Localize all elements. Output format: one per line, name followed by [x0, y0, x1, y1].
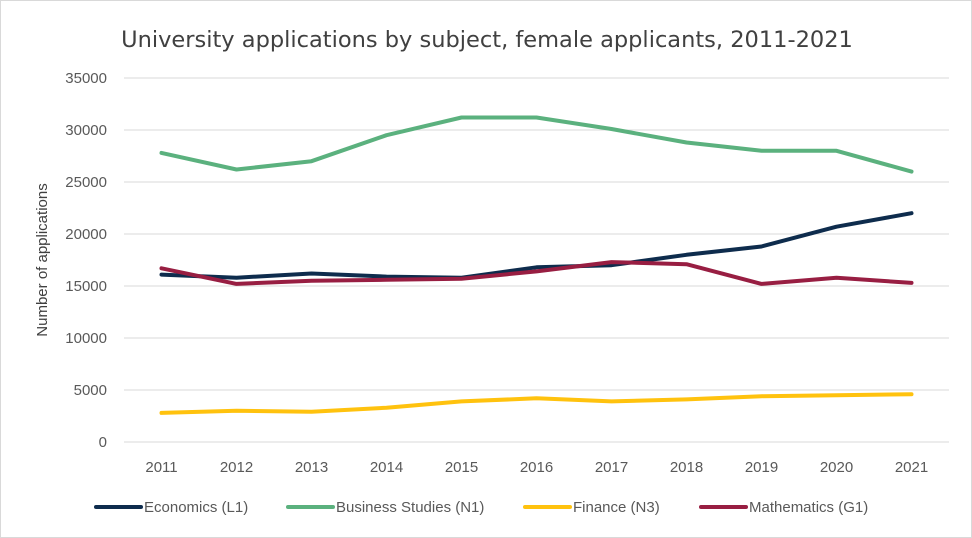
x-tick-label: 2011	[145, 459, 177, 476]
x-axis-ticks: 2011 2012 2013 2014 2015 2016 2017 2018 2019 2020…	[145, 459, 928, 476]
x-tick-label: 2020	[820, 459, 853, 476]
legend-label-business-studies-n1: Business Studies (N1)	[336, 499, 484, 516]
x-tick-label: 2015	[445, 459, 478, 476]
y-tick-label: 10000	[65, 330, 107, 347]
chart-title: University applications by subject, fema…	[121, 27, 853, 53]
x-tick-label: 2017	[595, 459, 628, 476]
y-tick-label: 30000	[65, 122, 107, 139]
series-line-economics-l1	[159, 211, 914, 280]
x-tick-label: 2016	[520, 459, 553, 476]
y-tick-label: 25000	[65, 174, 107, 191]
y-tick-label: 20000	[65, 226, 107, 243]
y-tick-label: 35000	[65, 70, 107, 87]
legend-label-finance-n3: Finance (N3)	[573, 499, 660, 516]
series-line-mathematics-g1	[159, 260, 914, 286]
series-line-finance-n3	[159, 392, 914, 415]
y-tick-label: 15000	[65, 278, 107, 295]
gridlines	[124, 77, 949, 443]
legend: Economics (L1) Business Studies (N1) Finan…	[94, 499, 868, 516]
x-tick-label: 2018	[670, 459, 703, 476]
x-tick-label: 2019	[745, 459, 778, 476]
legend-label-economics-l1: Economics (L1)	[144, 499, 248, 516]
y-axis-label: Number of applications	[34, 183, 51, 336]
legend-label-mathematics-g1: Mathematics (G1)	[749, 499, 868, 516]
series-line-business-studies-n1	[159, 115, 914, 174]
y-axis-ticks: 0 5000 10000 15000 20000 25000 30000 35000	[65, 70, 107, 451]
x-tick-label: 2014	[370, 459, 403, 476]
x-tick-label: 2012	[220, 459, 253, 476]
y-tick-label: 5000	[74, 382, 107, 399]
x-tick-label: 2013	[295, 459, 328, 476]
series-lines	[159, 115, 914, 415]
y-tick-label: 0	[99, 434, 107, 451]
x-tick-label: 2021	[895, 459, 928, 476]
